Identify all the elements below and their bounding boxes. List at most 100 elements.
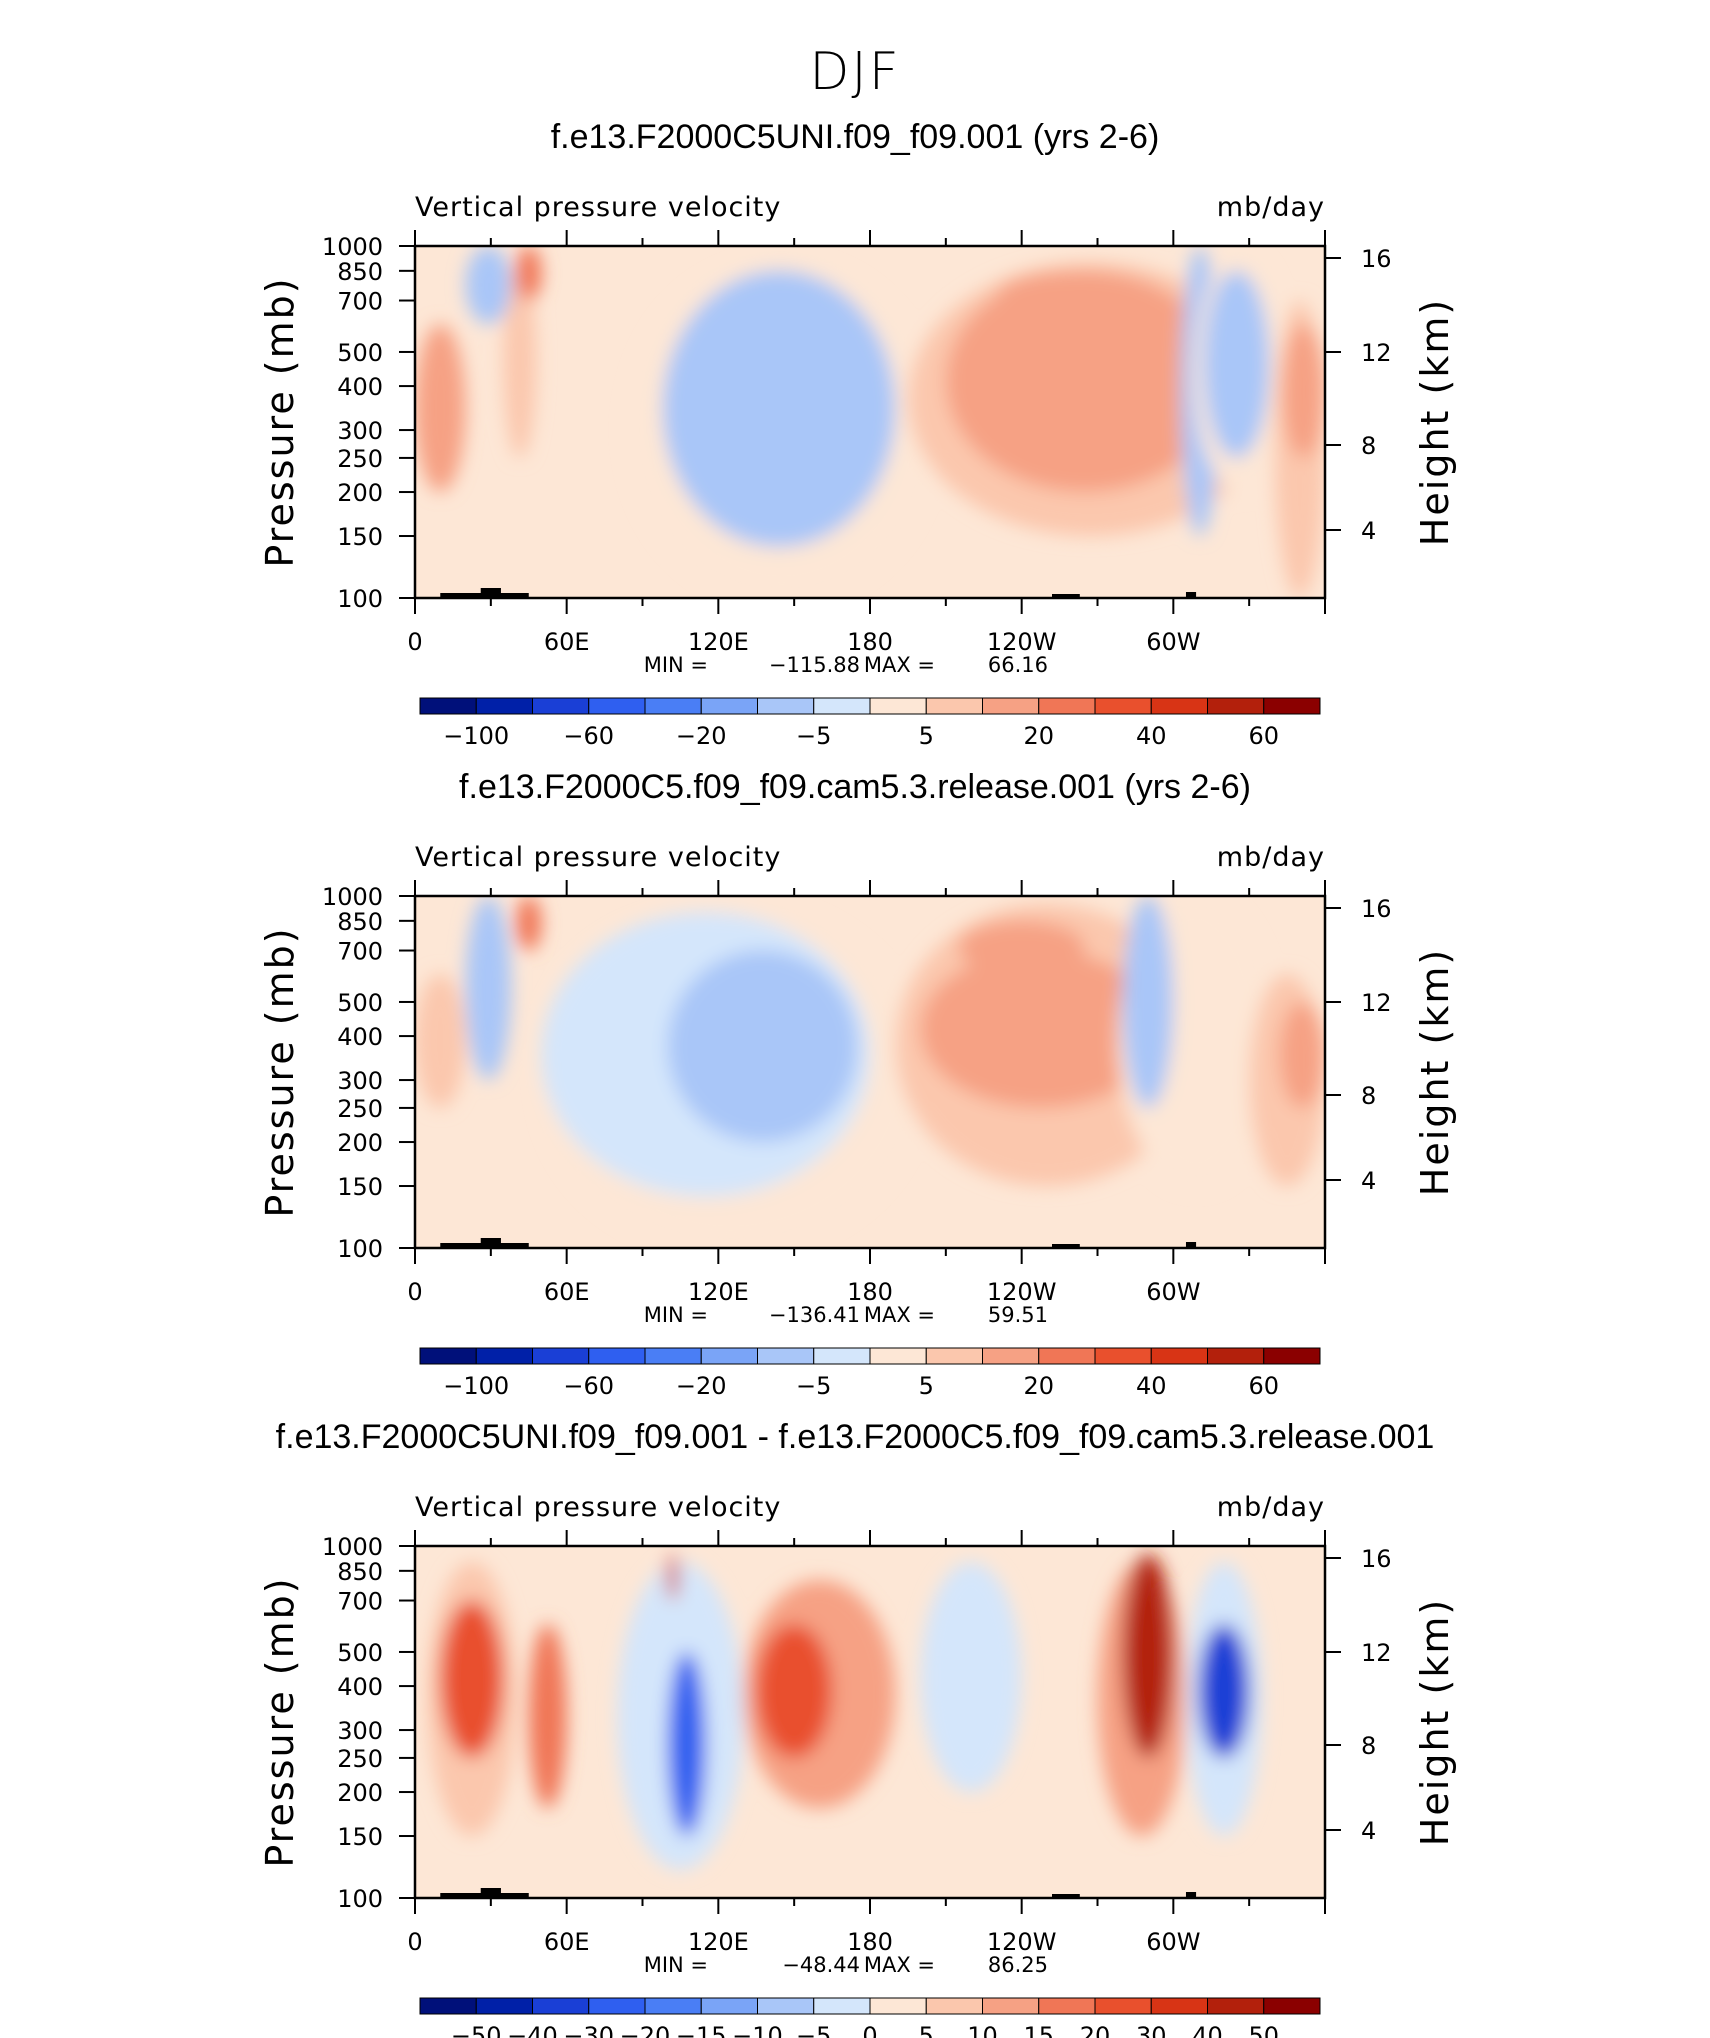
colorbar-swatch	[700, 1997, 758, 2015]
stats-max-label: MAX =	[864, 1953, 935, 1977]
colorbar-label: −15	[676, 2022, 727, 2038]
stats-max-value: 86.25	[988, 1953, 1048, 1977]
colorbar-swatch	[757, 1347, 815, 1365]
x-tick-label: 60W	[1146, 1928, 1200, 1956]
colorbar-label: 0	[862, 2022, 877, 2038]
y-tick-label: 200	[337, 479, 383, 507]
colorbar-swatch	[869, 1347, 927, 1365]
y-tick-label: 850	[337, 1558, 383, 1586]
colorbar-swatch	[475, 1347, 533, 1365]
colorbar-swatch	[1094, 1347, 1152, 1365]
colorbar-swatch	[1150, 697, 1208, 715]
stats-max-label: MAX =	[864, 1303, 935, 1327]
field-feature-1	[516, 896, 542, 951]
panel-title: f.e13.F2000C5UNI.f09_f09.001 (yrs 2-6)	[551, 118, 1160, 156]
colorbar-label: 5	[919, 722, 934, 750]
colorbar-swatch	[532, 1347, 590, 1365]
colorbar-label: 40	[1136, 1372, 1167, 1400]
colorbar-swatch	[1094, 697, 1152, 715]
land-2	[1052, 1894, 1080, 1898]
field-feature-5	[667, 1553, 678, 1601]
colorbar-swatch	[644, 1347, 702, 1365]
field-feature-2	[528, 1624, 567, 1809]
colorbar-swatch	[813, 1347, 871, 1365]
colorbar-label: −60	[563, 1372, 614, 1400]
topography	[440, 588, 1197, 598]
colorbar-swatch	[419, 1997, 477, 2015]
right-tick-label: 16	[1361, 895, 1392, 923]
stats-min-value: −48.44	[782, 1953, 860, 1977]
colorbar-swatch	[644, 697, 702, 715]
y-tick-label: 300	[337, 417, 383, 445]
colorbar-swatch	[700, 1347, 758, 1365]
colorbar-swatch	[1038, 1997, 1096, 2015]
land-1	[480, 1888, 501, 1898]
y-tick-label: 500	[337, 339, 383, 367]
x-tick-label: 60W	[1146, 1278, 1200, 1306]
field-feature-10	[1122, 1553, 1174, 1758]
colorbar-swatch	[1150, 1997, 1208, 2015]
y-tick-label: 1000	[322, 233, 383, 261]
y-axis-label: Pressure (mb)	[258, 276, 302, 567]
colorbar-label: −50	[451, 2022, 502, 2038]
right-tick-label: 4	[1361, 517, 1376, 545]
right-tick-label: 4	[1361, 1167, 1376, 1195]
colorbar-label: −5	[796, 722, 831, 750]
y-tick-label: 300	[337, 1067, 383, 1095]
panel-1: f.e13.F2000C5UNI.f09_f09.001 (yrs 2-6) Ve…	[258, 118, 1457, 750]
x-tick-label: 120E	[688, 1928, 749, 1956]
colorbar-swatch	[532, 697, 590, 715]
colorbar-swatch	[1150, 1347, 1208, 1365]
colorbar-label: −40	[507, 2022, 558, 2038]
field	[415, 896, 1325, 1248]
colorbar-swatch	[925, 1997, 983, 2015]
y-axis-label-right: Height (km)	[1413, 948, 1457, 1196]
right-tick-label: 16	[1361, 1545, 1392, 1573]
field-feature-14	[1282, 324, 1325, 458]
field-feature-5	[667, 950, 858, 1143]
stats-min-value: −115.88	[769, 653, 860, 677]
x-tick-label: 180	[847, 1928, 893, 1956]
y-tick-label: 100	[337, 585, 383, 613]
colorbar-label: −30	[563, 2022, 614, 2038]
colorbar-label: 20	[1080, 2022, 1111, 2038]
colorbar-swatch	[532, 1997, 590, 2015]
right-tick-label: 4	[1361, 1817, 1376, 1845]
colorbar-swatch	[419, 1347, 477, 1365]
colorbar-swatch	[1207, 1347, 1265, 1365]
x-tick-label: 0	[407, 1278, 422, 1306]
field-feature-1	[503, 262, 537, 458]
field-feature-10	[1122, 896, 1174, 1108]
field-feature-9	[996, 270, 1161, 325]
colorbar-label: 60	[1248, 722, 1279, 750]
colorbar-label: 5	[919, 2022, 934, 2038]
colorbar: −100 −60 −20 −5 5 20 40 60	[419, 697, 1321, 750]
right-tick-label: 12	[1361, 989, 1392, 1017]
y-tick-label: 400	[337, 1673, 383, 1701]
stats-max-value: 66.16	[988, 653, 1048, 677]
x-tick-label: 0	[407, 628, 422, 656]
y-tick-label: 150	[337, 523, 383, 551]
field	[415, 1546, 1325, 1898]
colorbar-swatch	[588, 1347, 646, 1365]
colorbar-label: 50	[1248, 2022, 1279, 2038]
colorbar-label: −5	[796, 2022, 831, 2038]
field-feature-3	[465, 246, 512, 325]
y-tick-label: 100	[337, 1885, 383, 1913]
x-tick-label: 60E	[544, 628, 590, 656]
field-feature-7	[920, 950, 1161, 1108]
right-tick-label: 16	[1361, 245, 1392, 273]
y-tick-label: 700	[337, 938, 383, 966]
colorbar-swatch	[1263, 1347, 1321, 1365]
land-3	[1185, 592, 1197, 598]
land-2	[1052, 1244, 1080, 1248]
y-axis-label: Pressure (mb)	[258, 926, 302, 1217]
panel-title: f.e13.F2000C5UNI.f09_f09.001 - f.e13.F20…	[276, 1418, 1435, 1456]
colorbar-swatch	[982, 697, 1040, 715]
x-tick-label: 0	[407, 1928, 422, 1956]
y-tick-label: 850	[337, 258, 383, 286]
stats-min-label: MIN =	[644, 1303, 708, 1327]
stats-min-label: MIN =	[644, 653, 708, 677]
right-tick-label: 8	[1361, 1082, 1376, 1110]
